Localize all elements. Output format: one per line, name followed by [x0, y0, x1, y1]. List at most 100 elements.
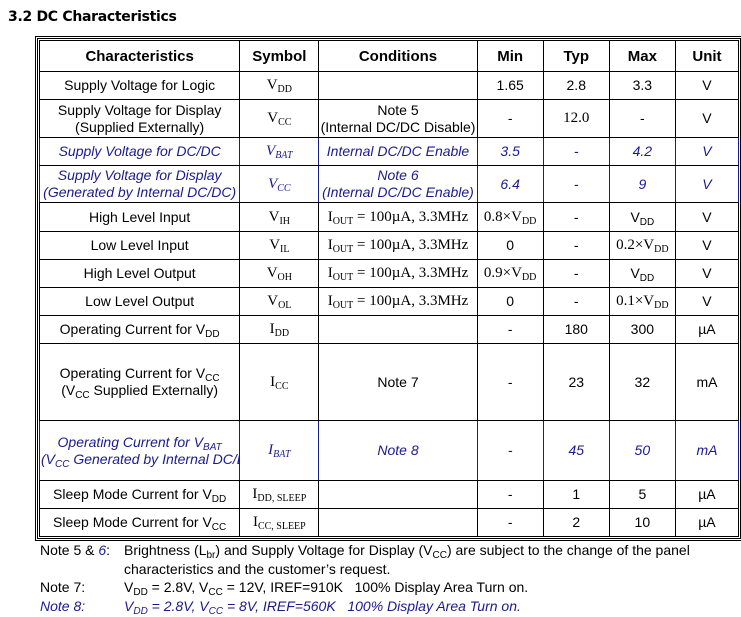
cell-line: VIL	[241, 237, 317, 255]
table-row: Low Level Input VIL IOUT = 100µA, 3.3MHz 0-…	[38, 231, 740, 260]
cell-line: VDD	[241, 77, 317, 95]
cell-min: 0	[476, 287, 544, 316]
subscript: BAT	[273, 449, 291, 460]
text-segment: 6.4	[500, 175, 520, 192]
cell-conditions: IOUT = 100µA, 3.3MHz	[318, 287, 478, 316]
cell-line: V	[677, 209, 737, 226]
text-segment: 2.8	[566, 77, 586, 93]
cell-line: IOUT = 100µA, 3.3MHz	[320, 293, 475, 311]
cell-typ: -	[542, 231, 610, 260]
cell-max: 5	[608, 480, 676, 509]
note-text: characteristics and the customer’s reque…	[124, 560, 390, 579]
cell-line: µA	[677, 486, 737, 503]
cell-line: (Supplied Externally)	[41, 119, 238, 136]
cell-typ: 23	[542, 343, 610, 421]
text-segment: = 2.8V, V	[147, 597, 209, 614]
cell-line: Note 7	[320, 374, 475, 391]
cell-conditions	[318, 71, 478, 100]
cell-conditions: Internal DC/DC Enable	[318, 137, 478, 166]
text-segment: (V	[41, 450, 55, 467]
text-segment: 1.65	[496, 77, 524, 93]
cell-line: Operating Current for VCC	[41, 365, 238, 384]
text-segment: V	[124, 597, 134, 614]
text-segment: (Internal DC/DC Enable)	[322, 184, 474, 200]
subscript: CC	[208, 587, 223, 598]
table-row: High Level Input VIH IOUT = 100µA, 3.3MHz 0…	[38, 202, 740, 232]
subscript: OUT	[332, 244, 354, 255]
cell-max: -	[608, 99, 676, 138]
subscript: CC	[278, 117, 292, 128]
cell-line: 10	[611, 514, 674, 531]
cell-line: IDD, SLEEP	[241, 486, 317, 504]
note-label-part: Note 5 &	[40, 542, 99, 558]
text-segment: ) are subject to the change of the panel	[446, 542, 690, 558]
text-segment: V	[702, 77, 712, 93]
cell-characteristic: Sleep Mode Current for VDD	[38, 480, 241, 509]
text-segment: Operating Current for V	[57, 433, 204, 450]
cell-line: 5	[611, 486, 674, 503]
text-segment: I	[268, 442, 274, 458]
cell-line: 50	[611, 442, 674, 459]
cell-max: VDD	[608, 259, 676, 288]
text-segment: (V	[61, 382, 76, 398]
subscript: CC	[432, 550, 447, 561]
cell-conditions: Note 6 (Internal DC/DC Enable)	[318, 165, 478, 203]
text-segment: = 12V, IREF=910K 100% Display Area Turn …	[222, 579, 529, 595]
header-unit: Unit	[674, 40, 740, 72]
cell-line: Note 5	[320, 102, 475, 119]
cell-line: -	[479, 321, 542, 338]
cell-characteristic: Supply Voltage for Logic	[38, 71, 241, 100]
cell-conditions: Note 5 (Internal DC/DC Disable)	[318, 99, 478, 138]
cell-line: -	[545, 176, 608, 193]
text-segment: (Generated by Internal DC/DC)	[43, 184, 237, 200]
cell-unit: mA	[674, 420, 740, 481]
cell-line: V	[677, 110, 737, 127]
cell-typ: 1	[542, 480, 610, 509]
cell-line: IDD	[241, 321, 317, 339]
cell-line: (Generated by Internal DC/DC)	[41, 184, 238, 201]
subscript: CC	[211, 522, 227, 533]
cell-line: (VCC Supplied Externally)	[41, 382, 238, 401]
text-segment: -	[573, 293, 579, 309]
text-segment: -	[573, 237, 579, 253]
cell-typ: 12.0	[542, 99, 610, 138]
cell-line: -	[545, 209, 608, 226]
table-row: Low Level Output VOL IOUT = 100µA, 3.3MHz 0…	[38, 287, 740, 316]
text-segment: -	[507, 321, 513, 337]
note-label: Note 7:	[40, 578, 124, 597]
cell-line: Sleep Mode Current for VDD	[41, 486, 238, 505]
text-segment: mA	[696, 373, 718, 390]
cell-conditions	[318, 508, 478, 537]
cell-line: 0.1×VDD	[611, 293, 674, 311]
cell-characteristic: Supply Voltage for DC/DC	[38, 137, 241, 166]
subscript: BAT	[203, 441, 222, 453]
subscript: DD	[639, 216, 655, 228]
cell-line: Supply Voltage for Display	[41, 102, 238, 119]
text-segment: Sleep Mode Current for V	[53, 514, 212, 530]
table-row: Supply Voltage for Logic VDD 1.65 2.8 3.3 V	[38, 71, 740, 100]
text-segment: 1	[572, 486, 581, 502]
text-segment: V	[268, 175, 278, 192]
cell-line: 32	[611, 374, 674, 391]
subscript: DD	[521, 215, 537, 227]
cell-min: 1.65	[476, 71, 544, 100]
text-segment: (Supplied Externally)	[75, 118, 205, 135]
note-label: Note 8:	[40, 597, 124, 616]
cell-conditions	[318, 315, 478, 344]
cell-symbol: VOH	[239, 259, 320, 288]
cell-min: -	[476, 420, 544, 481]
subscript: CC	[205, 373, 220, 384]
text-segment: V	[266, 265, 278, 281]
cell-line: VBAT	[241, 143, 317, 161]
cell-line: 0	[479, 237, 542, 254]
cell-line: (Internal DC/DC Disable)	[320, 119, 476, 136]
text-segment: -	[573, 265, 579, 281]
subscript: CC	[275, 380, 289, 392]
cell-line: 180	[545, 321, 608, 338]
cell-conditions: IOUT = 100µA, 3.3MHz	[318, 202, 478, 232]
cell-line: Supply Voltage for DC/DC	[41, 143, 238, 160]
cell-line: -	[479, 486, 542, 503]
cell-line: High Level Input	[41, 209, 238, 226]
cell-characteristic: Operating Current for VDD	[38, 315, 241, 344]
table-row: Sleep Mode Current for VCC ICC, SLEEP -2 10…	[38, 508, 740, 537]
